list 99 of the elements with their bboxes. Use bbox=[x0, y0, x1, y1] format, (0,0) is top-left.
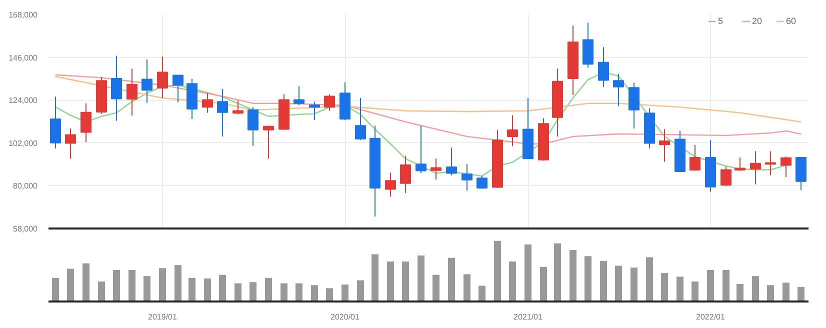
bar bbox=[372, 254, 378, 302]
bar bbox=[113, 270, 120, 302]
candlestick bbox=[476, 175, 488, 190]
x-tick-label: 2019/01 bbox=[148, 312, 178, 322]
bar bbox=[540, 266, 547, 302]
candlestick bbox=[324, 94, 335, 112]
bar bbox=[509, 262, 516, 302]
bar bbox=[250, 282, 256, 302]
bar bbox=[570, 250, 576, 302]
candlestick bbox=[157, 56, 168, 98]
legend-label: 5 bbox=[718, 16, 724, 26]
bar bbox=[174, 265, 182, 302]
candlestick bbox=[80, 102, 92, 143]
candlestick bbox=[232, 100, 244, 115]
candlestick bbox=[385, 172, 396, 198]
candlestick bbox=[416, 125, 426, 174]
bar bbox=[128, 270, 136, 302]
candlestick bbox=[613, 74, 624, 107]
bar bbox=[52, 278, 59, 302]
bar bbox=[722, 270, 730, 302]
candlestick bbox=[263, 125, 274, 160]
candlestick bbox=[172, 74, 184, 103]
bar bbox=[524, 244, 532, 302]
bar bbox=[204, 278, 211, 302]
bar bbox=[478, 286, 486, 302]
y-tick-label: 80,000 bbox=[13, 182, 38, 191]
bar bbox=[402, 262, 409, 302]
bar bbox=[342, 284, 348, 302]
bar bbox=[782, 282, 790, 302]
candlestick bbox=[126, 68, 138, 116]
candlestick bbox=[507, 114, 518, 147]
bar bbox=[265, 278, 272, 302]
bar bbox=[296, 283, 302, 302]
candlestick bbox=[111, 55, 122, 122]
bar bbox=[82, 263, 90, 302]
bar bbox=[494, 240, 501, 302]
candlestick bbox=[355, 97, 366, 141]
candlestick bbox=[65, 128, 76, 160]
y-tick-label: 124,000 bbox=[8, 96, 38, 106]
bar bbox=[418, 255, 424, 302]
candlestick bbox=[690, 144, 700, 172]
candlestick bbox=[720, 166, 732, 187]
bar bbox=[67, 268, 74, 302]
candlestick bbox=[430, 158, 442, 180]
candlestick bbox=[202, 92, 213, 114]
bar bbox=[219, 274, 226, 302]
bar bbox=[448, 258, 455, 302]
candlestick bbox=[446, 147, 457, 176]
candlestick bbox=[734, 156, 746, 172]
legend-label: 60 bbox=[786, 16, 798, 26]
candlestick bbox=[400, 155, 411, 194]
bar bbox=[357, 280, 364, 302]
legend-label: 20 bbox=[752, 16, 764, 26]
bar bbox=[280, 283, 288, 302]
bar bbox=[188, 278, 196, 302]
bar bbox=[98, 282, 105, 302]
bar bbox=[600, 260, 607, 302]
candlestick bbox=[750, 150, 761, 185]
y-tick-label: 58,000 bbox=[13, 224, 38, 234]
y-tick-label: 146,000 bbox=[8, 53, 38, 62]
bar bbox=[326, 288, 333, 302]
candlestick bbox=[780, 156, 792, 178]
candlestick bbox=[248, 106, 258, 146]
candlestick bbox=[50, 96, 61, 149]
candlestick bbox=[598, 46, 609, 88]
bar bbox=[554, 243, 561, 302]
bar bbox=[311, 285, 318, 302]
bar bbox=[432, 274, 440, 302]
bar bbox=[798, 286, 804, 302]
bar bbox=[159, 268, 166, 302]
bar bbox=[387, 262, 394, 302]
candlestick bbox=[217, 88, 228, 137]
x-tick-label: 2022/01 bbox=[696, 312, 726, 322]
candlestick bbox=[628, 82, 640, 130]
candlestick bbox=[796, 156, 806, 190]
x-tick-label: 2021/01 bbox=[514, 312, 544, 322]
candlestick bbox=[462, 164, 472, 192]
x-tick-label: 2020/01 bbox=[330, 312, 360, 322]
bar bbox=[752, 276, 759, 302]
bar bbox=[584, 256, 592, 302]
y-tick-label: 168,000 bbox=[8, 10, 38, 20]
bar bbox=[464, 274, 470, 302]
bar bbox=[661, 273, 668, 302]
bar bbox=[707, 270, 714, 302]
candlestick bbox=[294, 86, 304, 106]
bar bbox=[615, 266, 622, 302]
bar bbox=[692, 282, 698, 302]
bar bbox=[630, 268, 638, 302]
bar bbox=[144, 276, 150, 302]
y-tick-label: 102,000 bbox=[8, 138, 38, 148]
bar bbox=[767, 285, 774, 302]
candlestick bbox=[142, 58, 152, 104]
bar bbox=[736, 284, 744, 302]
candlestick bbox=[309, 101, 320, 120]
candlestick bbox=[659, 128, 670, 162]
bar bbox=[234, 283, 242, 302]
candlestick bbox=[765, 150, 776, 176]
bar bbox=[676, 276, 684, 302]
bar bbox=[646, 257, 653, 302]
